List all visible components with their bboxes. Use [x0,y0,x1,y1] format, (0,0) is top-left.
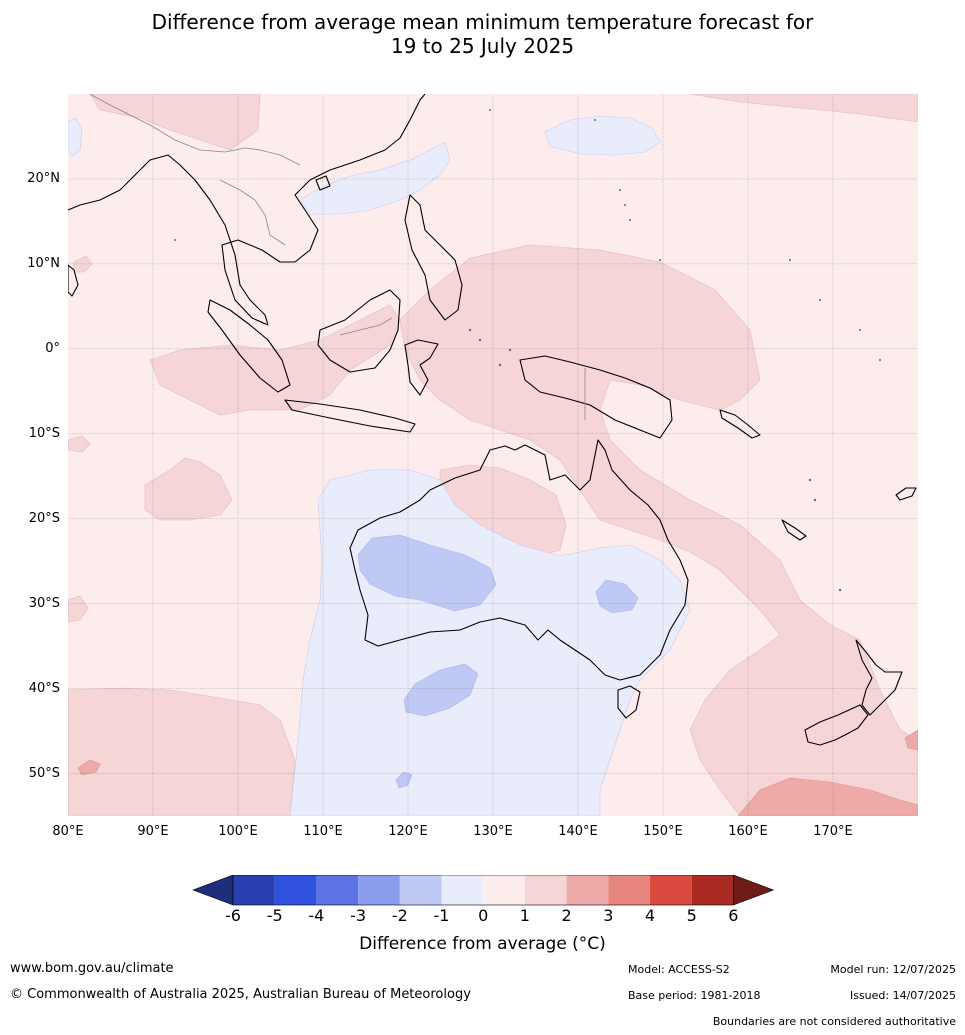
colorbar-outline [232,875,734,906]
longitude-label: 90°E [137,824,169,839]
borneo-coastline [317,289,401,373]
colorbar-tick-label: -4 [308,906,325,925]
colorbar-swatch [566,875,609,905]
colorbar-swatch [608,875,650,905]
colorbar-tick-label: -6 [225,906,241,925]
colorbar-swatch [316,875,359,905]
colorbar-swatch [650,875,692,905]
solomon-islands-coastline [719,409,761,439]
map-panel: 20°N 10°N 0° 10°S 20°S 30°S 40°S 50°S 80°E 90°E 1… [27,94,918,839]
colorbar-tick-label: 5 [686,906,697,925]
copyright-text: © Commonwealth of Australia 2025, Austra… [10,987,471,1002]
sri-lanka-coastline [68,264,79,297]
small-islands [174,109,881,592]
java-coastline [284,399,416,433]
new-guinea-coastline [519,355,673,439]
longitude-label: 160°E [728,824,768,839]
nz-south-island-coastline [804,704,869,746]
colorbar-swatch [524,875,567,905]
colorbar-swatch [274,875,317,905]
longitude-label: 170°E [813,824,853,839]
website-link[interactable]: www.bom.gov.au/climate [10,961,174,976]
colorbar-tick-label: 2 [561,906,572,925]
colorbar-swatch [399,875,442,905]
sulawesi-coastline [404,339,439,396]
colorbar-tick-label: 1 [519,906,530,925]
colorbar-extend-high [733,875,775,906]
longitude-label: 140°E [558,824,598,839]
colorbar-tick-label: 0 [478,906,489,925]
boundaries-disclaimer: Boundaries are not considered authoritat… [712,1015,956,1028]
latitude-label: 50°S [28,765,60,781]
longitude-label: 110°E [303,824,343,839]
anomaly-regions-2-to-3 [77,729,918,816]
latitude-label: 30°S [28,595,60,611]
asia-mainland-coastline [68,94,426,326]
model-name: Model: ACCESS-S2 [628,963,730,976]
nz-north-island-coastline [855,639,903,716]
forecast-map [68,94,918,816]
colorbar [0,870,965,960]
base-period: Base period: 1981-2018 [628,989,761,1002]
fiji-coastline [895,487,917,501]
tasmania-coastline [617,685,641,719]
graticule-lines [68,94,918,816]
colorbar-tick-label: -3 [350,906,367,925]
new-caledonia-coastline [781,519,807,541]
colorbar-tick-label: -5 [266,906,283,925]
longitude-label: 80°E [52,824,84,839]
colorbar-swatch [358,875,400,905]
country-borders [89,94,586,420]
latitude-label: 10°N [27,255,60,271]
colorbar-graphic [192,875,775,906]
latitude-label: 10°S [28,425,60,441]
latitude-label: 20°N [27,170,60,186]
colorbar-extend-low [192,875,234,906]
longitude-label: 120°E [388,824,428,839]
latitude-label: 40°S [28,680,60,696]
map-title: Difference from average mean minimum tem… [0,10,965,58]
latitude-label: 20°S [28,510,60,526]
colorbar-swatch [441,875,484,905]
longitude-label: 150°E [643,824,683,839]
colorbar-tick-label: 6 [728,906,739,925]
title-line-1: Difference from average mean minimum tem… [151,10,814,34]
hainan-coastline [315,175,331,191]
latitude-label: 0° [45,340,60,356]
australia-coastline [349,439,689,681]
issued-date: Issued: 14/07/2025 [849,989,956,1002]
sumatra-coastline [207,299,291,393]
colorbar-swatch [483,875,525,905]
philippines-coastline [404,194,463,321]
title-line-2: 19 to 25 July 2025 [390,34,575,58]
coastlines [68,94,917,746]
colorbar-tick-label: 3 [603,906,614,925]
colorbar-tick-label: -2 [391,906,408,925]
colorbar-tick-label: 4 [644,906,656,925]
colorbar-tick-label: -1 [433,906,450,925]
longitude-label: 100°E [218,824,258,839]
colorbar-label: Difference from average (°C) [359,934,606,954]
longitude-label: 130°E [473,824,513,839]
colorbar-swatch [233,875,275,905]
model-run-date: Model run: 12/07/2025 [830,963,956,976]
colorbar-swatch [691,875,734,905]
